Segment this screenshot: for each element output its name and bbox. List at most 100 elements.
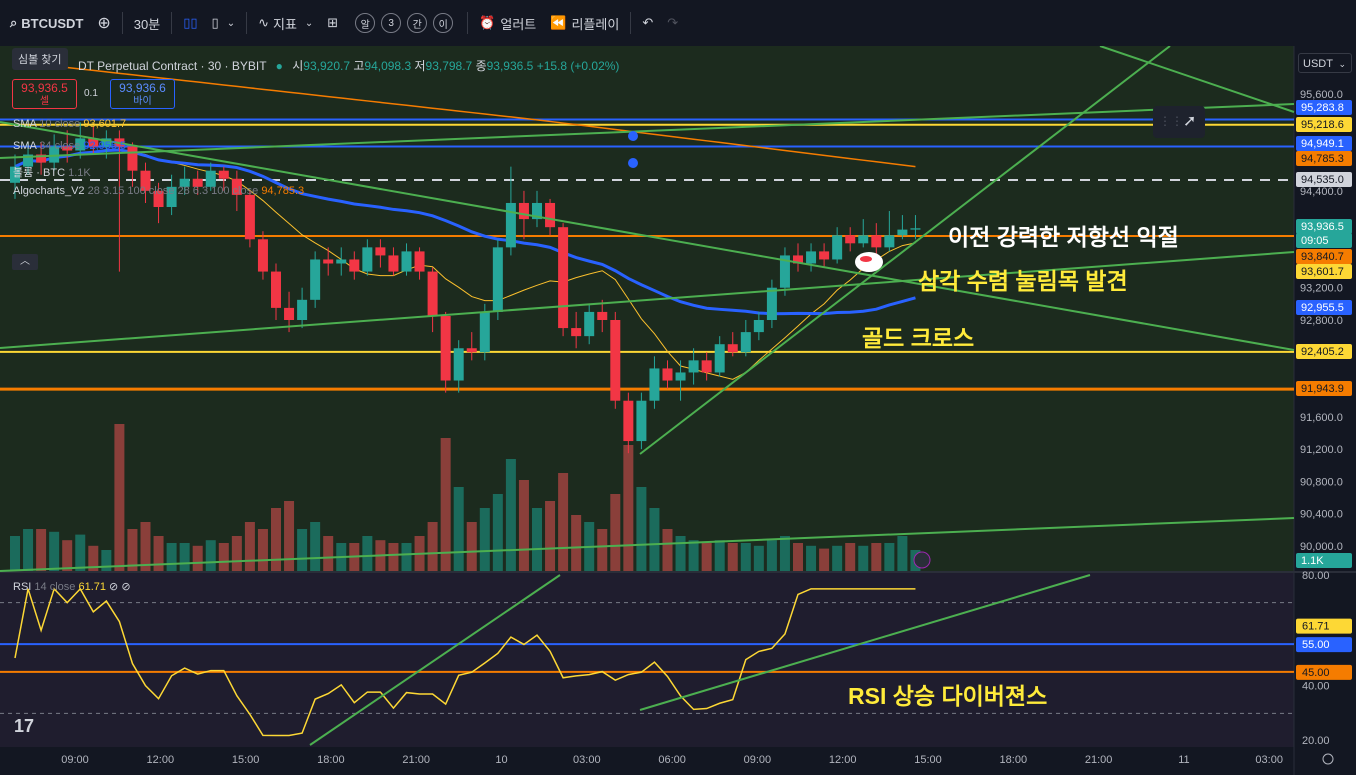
candle-body [819,251,830,260]
volume-bar [284,501,295,571]
chart-svg[interactable]: 95,600.094,400.094,000.093,200.092,800.0… [0,46,1356,775]
chart-type-button[interactable]: ▯▯ [176,8,204,38]
toolbar-divider [630,12,632,34]
settings-gear-icon [1322,753,1334,765]
buy-button[interactable]: 93,936.6 바이 [110,79,175,109]
candle-body [753,320,764,333]
badge-3[interactable]: 간 [407,13,428,33]
low-label: 저 [414,59,426,73]
badge-2[interactable]: 3 [381,13,402,33]
candle-body [714,344,725,373]
buy-label: 바이 [133,96,152,107]
candle-body [701,360,712,373]
highlight-marker-icon [855,252,883,272]
volume-bar [36,529,47,571]
volume-bar [257,529,268,571]
volume-bar [440,438,451,571]
time-tick-label: 12:00 [147,754,175,766]
symbol-title: DT Perpetual Contract · 30 · BYBIT [78,59,267,73]
change-value: +15.8 (+0.02%) [536,59,620,73]
sma10-legend[interactable]: SMA 10 close 93,601.7 [13,118,126,130]
volume-bar [793,543,803,571]
trendlines-layer [0,46,1295,572]
candle-body [740,332,751,353]
layout-button[interactable]: ⊞ [320,8,345,38]
candle-body [284,307,295,320]
time-tick-label: 15:00 [914,754,942,766]
price-tick-label: 92,800.0 [1300,315,1343,327]
collapse-legend-button[interactable]: ︿ [12,254,38,270]
rsi-tag-label: 55.00 [1302,639,1330,651]
axis-labels-layer: 95,600.094,400.094,000.093,200.092,800.0… [61,89,1352,766]
price-tag-label: 95,283.8 [1301,102,1344,114]
close-label: 종 [475,59,487,73]
price-tag-label: 94,785.3 [1301,153,1344,165]
compare-symbol-button[interactable]: ⊕ [90,8,117,38]
volume-bar [636,487,647,571]
candle-body [244,194,255,240]
badge-4[interactable]: 이 [433,13,454,33]
price-tag [1296,136,1352,151]
cursor-tool-panel[interactable]: ⋮⋮ ➚ [1153,106,1205,138]
volume-bar [323,536,334,571]
rsi-tag [1296,664,1352,680]
price-tag-label: 09:05 [1301,235,1329,247]
candle-body [349,259,360,272]
toolbar-divider [246,12,248,34]
rsi-tag [1296,637,1352,653]
candle-body [662,368,673,381]
currency-label: USDT [1303,58,1333,70]
price-tag-label: 94,949.1 [1301,138,1344,150]
candle-body [323,259,334,264]
interval-button[interactable]: 30분 [133,16,161,32]
redo-button[interactable]: ↷ [660,8,685,38]
drag-handle-icon[interactable]: ⋮⋮ [1159,114,1183,128]
bar-type-button[interactable]: ▯ ⌄ [205,8,243,38]
chevron-down-icon: ⌄ [1338,59,1346,69]
alert-button[interactable]: ⏰ 얼러트 [472,8,543,38]
candle-body [375,247,386,256]
volume-bar [505,459,516,571]
open-label: 시 [292,59,304,73]
chart-area[interactable]: 95,600.094,400.094,000.093,200.092,800.0… [0,46,1356,775]
cursor-arrow-icon[interactable]: ➚ [1183,113,1197,130]
hidden-eye-icon[interactable]: ⊘ [121,581,131,593]
volume-bar [871,543,882,571]
sma34-legend[interactable]: SMA 34 close 92,955.5 [13,140,126,152]
symbol-title-legend[interactable]: DT Perpetual Contract · 30 · BYBIT ● 시93… [78,57,619,74]
currency-select[interactable]: USDT ⌄ [1298,53,1352,73]
candle-body [271,271,281,308]
candle-body [388,255,399,272]
algocharts-legend[interactable]: Algocharts_V2 28 3.15 100 close 28 6.3 1… [13,185,304,197]
indicators-button[interactable]: ∿ 지표 ⌄ [251,8,320,38]
sell-button[interactable]: 93,936.5 셀 [12,79,77,109]
sma34-params: 34 close [39,140,81,152]
volume-bar [88,545,99,571]
replay-button[interactable]: ⏪ 리플레이 [543,8,626,38]
candle-body [297,299,308,320]
time-tick-label: 21:00 [1085,754,1113,766]
toolbar-divider [467,12,469,34]
candle-body [49,146,60,163]
candles-layer [10,122,921,454]
sell-label: 셀 [39,96,50,107]
volume-bar [492,494,503,571]
undo-button[interactable]: ↶ [635,8,660,38]
tradingview-logo-icon[interactable]: 17 [14,716,35,736]
candle-body [766,287,777,320]
candle-body [218,170,229,179]
trendline [0,517,1295,572]
symbol-search-button[interactable]: ⌕ BTCUSDT [0,8,90,38]
rsi-tick-label: 20.00 [1302,735,1330,747]
indicators-label: 지표 [272,16,297,32]
volume-bar [819,548,830,571]
candle-body [610,320,621,401]
badge-1[interactable]: 알 [355,13,376,33]
rsi-legend[interactable]: RSI 14 close 61.71 ⊘ ⊘ [13,580,131,593]
volume-bar [479,508,490,571]
hidden-eye-icon[interactable]: ⊘ [109,581,119,593]
volume-bar [649,508,660,571]
volume-legend[interactable]: 볼륨 · BTC 1.1K [13,164,91,180]
rsi-tick-label: 40.00 [1302,681,1330,693]
symbol-label: BTCUSDT [21,15,84,31]
